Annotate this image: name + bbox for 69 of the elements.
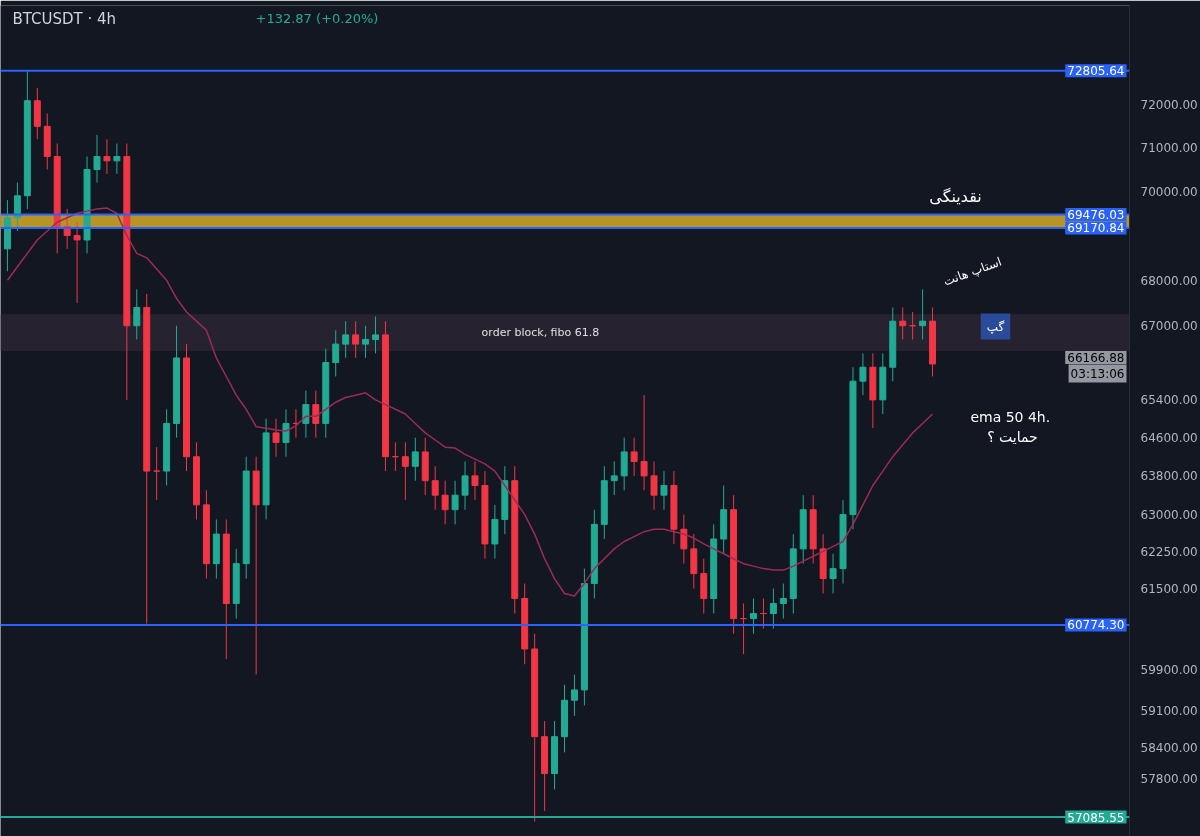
candlestick xyxy=(680,514,688,565)
y-tick-label: 61500.00 xyxy=(1140,582,1198,596)
candlestick xyxy=(282,408,290,458)
candlestick xyxy=(610,460,618,496)
y-tick-label: 68000.00 xyxy=(1140,273,1198,288)
candlestick xyxy=(750,598,757,635)
text: 03:13:06 xyxy=(1070,366,1125,381)
line-series xyxy=(6,207,934,597)
candlestick xyxy=(133,288,141,340)
ref-line-label: 69476.03 xyxy=(1067,207,1125,222)
candlestick xyxy=(620,437,628,491)
candlestick xyxy=(650,460,658,511)
candlestick xyxy=(630,437,638,477)
band-label: order block, fibo 61.8 xyxy=(481,326,600,340)
candlestick xyxy=(401,441,409,501)
candlestick xyxy=(103,138,111,175)
candlestick xyxy=(461,460,469,511)
y-tick-label: 59100.00 xyxy=(1140,704,1198,719)
candlestick xyxy=(113,143,121,175)
text: 66166.88 xyxy=(1067,351,1125,365)
annotation: نقدینگی xyxy=(929,187,982,206)
y-tick-label: 59900.00 xyxy=(1140,662,1198,677)
text: حمایت ؟ xyxy=(987,428,1038,445)
ref-line-label: 60774.30 xyxy=(1067,618,1125,633)
y-tick-label: 63000.00 xyxy=(1140,508,1198,523)
y-tick-label: 57800.00 xyxy=(1140,772,1198,787)
candlestick xyxy=(93,134,101,184)
text: ema 50 4h. xyxy=(970,408,1051,425)
candlestick xyxy=(919,288,927,340)
y-tick-label: 62250.00 xyxy=(1140,544,1198,559)
y-tick-label: 67000.00 xyxy=(1140,319,1198,334)
chart-subtitle: +132.87 (+0.20%) xyxy=(255,11,379,26)
candlestick xyxy=(769,588,777,630)
candlestick xyxy=(73,221,81,304)
candlestick xyxy=(372,316,379,354)
candlestick xyxy=(640,394,648,491)
ref-line-label: 57085.55 xyxy=(1067,810,1125,825)
candlestick xyxy=(899,306,907,340)
candlestick xyxy=(471,460,479,501)
candlestick xyxy=(431,465,439,511)
candlestick xyxy=(302,390,310,439)
y-tick-label: 58400.00 xyxy=(1140,740,1198,755)
chart-title: BTCUSDT · 4h xyxy=(12,9,117,28)
candlestick xyxy=(859,352,867,396)
candlestick xyxy=(312,390,320,439)
candlestick xyxy=(829,553,837,594)
candlestick xyxy=(779,583,787,620)
y-tick-label: 64600.00 xyxy=(1140,431,1198,446)
y-tick-label: 72000.00 xyxy=(1140,98,1198,113)
candlestick xyxy=(153,446,161,501)
ref-line-label: 69170.84 xyxy=(1067,221,1125,236)
candlestick xyxy=(13,182,21,232)
ref-line-label: 72805.64 xyxy=(1067,64,1125,79)
candlestick xyxy=(352,320,360,359)
y-tick-label: 71000.00 xyxy=(1140,141,1198,156)
candlestick xyxy=(441,480,449,525)
candlestick xyxy=(272,418,280,458)
candlestick xyxy=(660,470,668,511)
text: استاپ هانت xyxy=(941,254,1004,289)
candlestick xyxy=(411,437,419,482)
candlestick xyxy=(342,320,350,359)
candlestick xyxy=(362,325,370,359)
candlestick xyxy=(570,674,578,717)
y-tick-label: 65400.00 xyxy=(1140,393,1198,408)
y-tick-label: 63800.00 xyxy=(1140,469,1198,484)
text: گپ xyxy=(986,319,1005,334)
y-tick-label: 70000.00 xyxy=(1140,184,1198,199)
candlestick xyxy=(451,480,459,525)
candlestick xyxy=(332,329,340,378)
